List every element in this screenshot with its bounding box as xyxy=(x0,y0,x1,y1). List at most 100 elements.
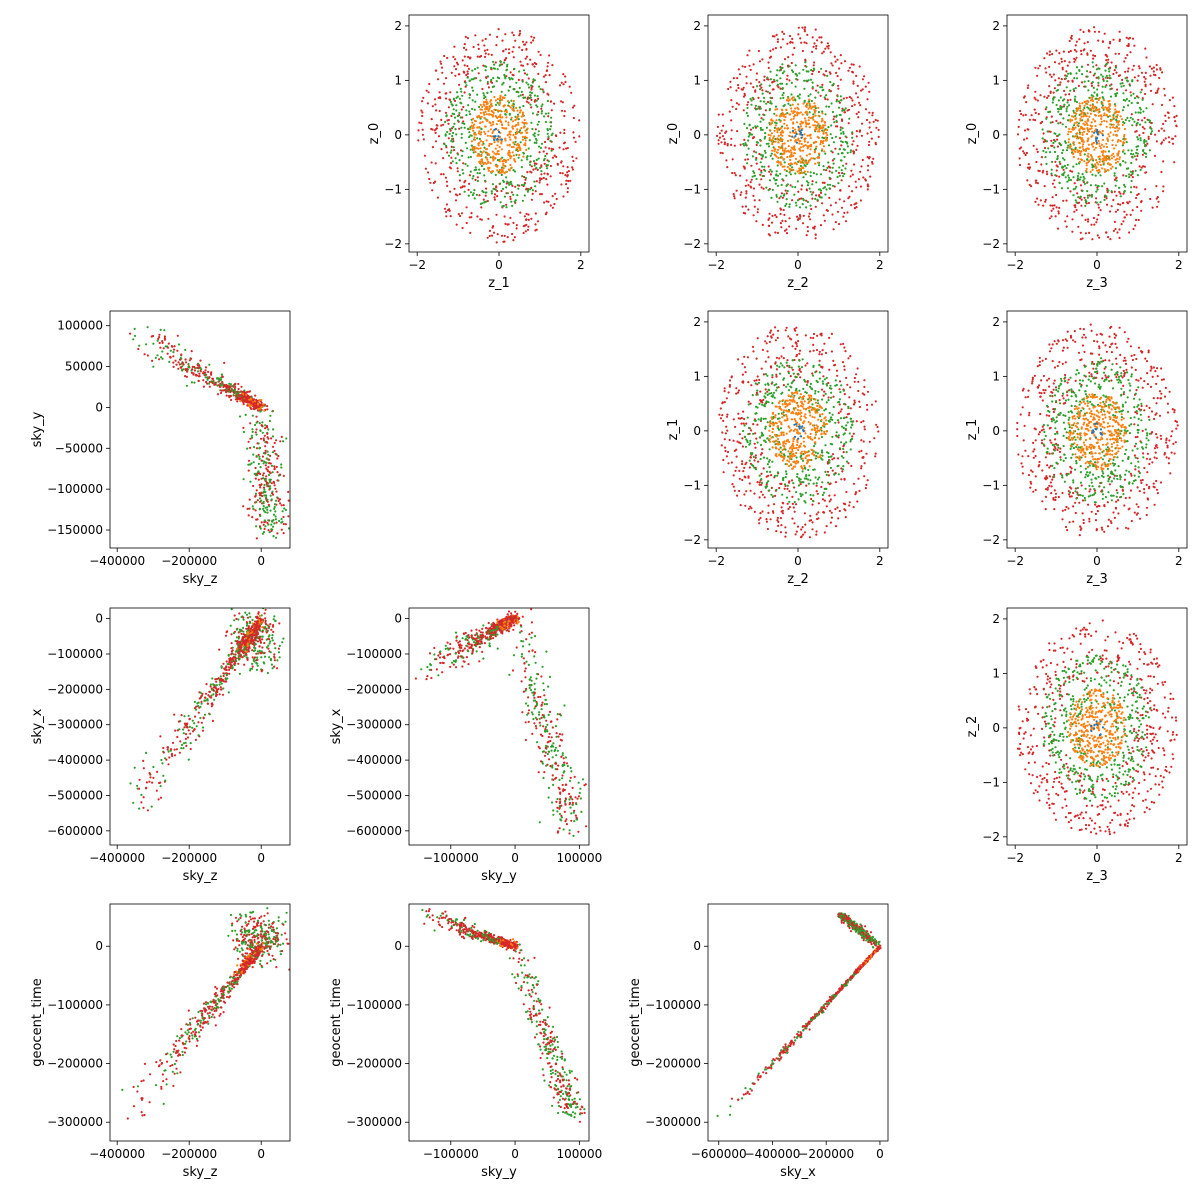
scatter-point xyxy=(804,26,807,29)
scatter-point xyxy=(1104,194,1107,197)
scatter-point xyxy=(869,175,872,178)
scatter-point xyxy=(1113,190,1116,193)
scatter-point xyxy=(758,152,761,156)
scatter-point xyxy=(1148,149,1151,152)
scatter-point xyxy=(858,65,861,68)
scatter-point xyxy=(820,41,823,44)
scatter-point xyxy=(784,204,787,207)
scatter-point xyxy=(831,110,835,114)
scatter-point xyxy=(1050,174,1053,177)
scatter-point xyxy=(1091,134,1094,137)
scatter-point xyxy=(1025,151,1028,155)
scatter-point xyxy=(752,170,755,173)
scatter-point xyxy=(484,132,487,135)
y-tick-label: 0 xyxy=(693,128,701,142)
scatter-point xyxy=(1084,149,1087,152)
scatter-point xyxy=(284,508,287,512)
scatter-point xyxy=(1137,111,1140,114)
scatter-point xyxy=(510,116,513,119)
scatter-point xyxy=(799,125,803,128)
scatter-point xyxy=(1043,95,1046,98)
scatter-point xyxy=(1073,204,1076,207)
scatter-point xyxy=(249,422,252,425)
scatter-point xyxy=(797,217,800,220)
scatter-point xyxy=(1022,96,1026,99)
scatter-point xyxy=(486,80,489,84)
scatter-point xyxy=(206,378,209,381)
scatter-point xyxy=(257,408,260,411)
scatter-point xyxy=(163,329,166,332)
scatter-point xyxy=(810,107,813,110)
scatter-point xyxy=(527,86,531,89)
scatter-point xyxy=(1082,108,1085,111)
scatter-point xyxy=(1104,150,1107,153)
scatter-point xyxy=(1084,169,1088,172)
scatter-point xyxy=(530,217,533,220)
scatter-point xyxy=(267,453,270,456)
scatter-point xyxy=(764,109,768,112)
scatter-point xyxy=(1049,151,1052,154)
scatter-point xyxy=(500,173,503,177)
scatter-point xyxy=(1136,205,1139,209)
scatter-point xyxy=(1090,94,1093,97)
scatter-point xyxy=(463,126,466,129)
scatter-point xyxy=(490,190,493,193)
scatter-point xyxy=(478,141,481,144)
scatter-point xyxy=(519,132,522,135)
scatter-point xyxy=(466,70,469,73)
scatter-point xyxy=(177,361,180,364)
scatter-point xyxy=(1051,121,1054,124)
scatter-point xyxy=(230,398,233,402)
scatter-point xyxy=(774,137,777,141)
scatter-point xyxy=(257,478,260,481)
scatter-point xyxy=(842,175,845,178)
scatter-point xyxy=(841,172,844,175)
scatter-point xyxy=(167,342,170,345)
scatter-point xyxy=(502,240,505,243)
scatter-point xyxy=(1065,110,1068,113)
scatter-point xyxy=(1104,76,1107,79)
scatter-point xyxy=(855,186,858,189)
scatter-point xyxy=(456,119,460,122)
scatter-point xyxy=(744,65,747,68)
scatter-point xyxy=(825,105,828,108)
scatter-point xyxy=(434,162,437,165)
scatter-point xyxy=(1128,231,1131,234)
scatter-point xyxy=(486,151,489,155)
scatter-point xyxy=(517,156,520,159)
scatter-point xyxy=(1098,108,1101,111)
scatter-point xyxy=(774,154,777,157)
scatter-point xyxy=(1122,135,1126,138)
scatter-point xyxy=(270,498,273,501)
scatter-point xyxy=(1142,131,1145,135)
scatter-point xyxy=(540,164,543,167)
scatter-point xyxy=(138,344,141,347)
scatter-point xyxy=(831,136,834,140)
scatter-point xyxy=(798,97,801,100)
scatter-point xyxy=(1057,122,1060,125)
scatter-point xyxy=(532,78,535,81)
scatter-point xyxy=(445,92,448,95)
scatter-point xyxy=(821,86,824,89)
scatter-point xyxy=(1033,108,1036,111)
scatter-point xyxy=(1059,81,1062,84)
scatter-point xyxy=(1097,168,1100,172)
scatter-point xyxy=(1051,160,1054,163)
scatter-point xyxy=(539,179,542,182)
scatter-point xyxy=(549,128,552,131)
scatter-point xyxy=(1092,107,1095,110)
scatter-point xyxy=(1112,114,1115,117)
scatter-point xyxy=(560,100,563,103)
scatter-point xyxy=(484,37,487,41)
scatter-point xyxy=(1042,149,1045,153)
scatter-point xyxy=(473,123,476,126)
scatter-point xyxy=(268,419,271,423)
scatter-point xyxy=(781,125,784,128)
scatter-point xyxy=(476,126,479,129)
scatter-point xyxy=(1081,131,1084,134)
scatter-point xyxy=(733,197,736,200)
scatter-point xyxy=(264,461,267,464)
scatter-point xyxy=(177,367,180,370)
